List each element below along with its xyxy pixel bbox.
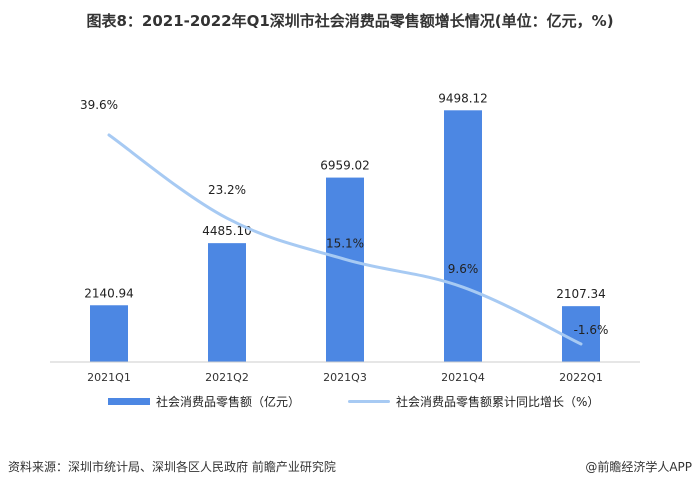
line-value-label: 15.1% xyxy=(326,236,364,250)
bar-series xyxy=(90,110,600,362)
x-tick-label: 2021Q4 xyxy=(441,371,485,384)
x-tick-label: 2021Q3 xyxy=(323,371,367,384)
line-value-label: 39.6% xyxy=(80,98,118,112)
bar-2021Q1 xyxy=(90,305,128,362)
line-data-labels: 39.6% 23.2% 15.1% 9.6% -1.6% xyxy=(80,98,608,337)
bar-data-labels: 2140.94 4485.10 6959.02 9498.12 2107.34 xyxy=(84,91,606,301)
source-note: 资料来源：深圳市统计局、深圳各区人民政府 前瞻产业研究院 xyxy=(8,460,336,474)
bar-value-label: 4485.10 xyxy=(202,224,252,238)
x-tick-label: 2021Q1 xyxy=(87,371,131,384)
growth-line xyxy=(107,133,583,346)
chart-title: 图表8：2021-2022年Q1深圳市社会消费品零售额增长情况(单位：亿元，%) xyxy=(86,12,614,30)
bar-value-label: 2107.34 xyxy=(556,287,606,301)
x-tick-label: 2022Q1 xyxy=(559,371,603,384)
x-tick-labels: 2021Q1 2021Q2 2021Q3 2021Q4 2022Q1 xyxy=(87,371,603,384)
bar-2022Q1 xyxy=(562,306,600,362)
bar-2021Q3 xyxy=(326,177,364,362)
legend-line-label: 社会消费品零售额累计同比增长（%） xyxy=(396,395,600,409)
bar-value-label: 2140.94 xyxy=(84,286,134,300)
legend-bar-label: 社会消费品零售额（亿元） xyxy=(156,395,301,409)
legend-item-bar: 社会消费品零售额（亿元） xyxy=(108,393,300,410)
bar-2021Q4 xyxy=(444,110,482,362)
bar-value-label: 6959.02 xyxy=(320,159,370,173)
bar-2021Q2 xyxy=(208,243,246,362)
legend-bar-swatch xyxy=(108,398,150,405)
bar-value-label: 9498.12 xyxy=(438,91,488,105)
line-value-label: 23.2% xyxy=(208,183,246,197)
line-series xyxy=(107,133,583,346)
legend: 社会消费品零售额（亿元） 社会消费品零售额累计同比增长（%） xyxy=(0,393,700,413)
line-value-label: 9.6% xyxy=(448,262,479,276)
legend-item-line: 社会消费品零售额累计同比增长（%） xyxy=(348,393,599,410)
x-tick-label: 2021Q2 xyxy=(205,371,249,384)
brand-credit: @前瞻经济学人APP xyxy=(585,460,692,474)
line-value-label: -1.6% xyxy=(574,323,609,337)
legend-line-swatch xyxy=(348,400,390,403)
